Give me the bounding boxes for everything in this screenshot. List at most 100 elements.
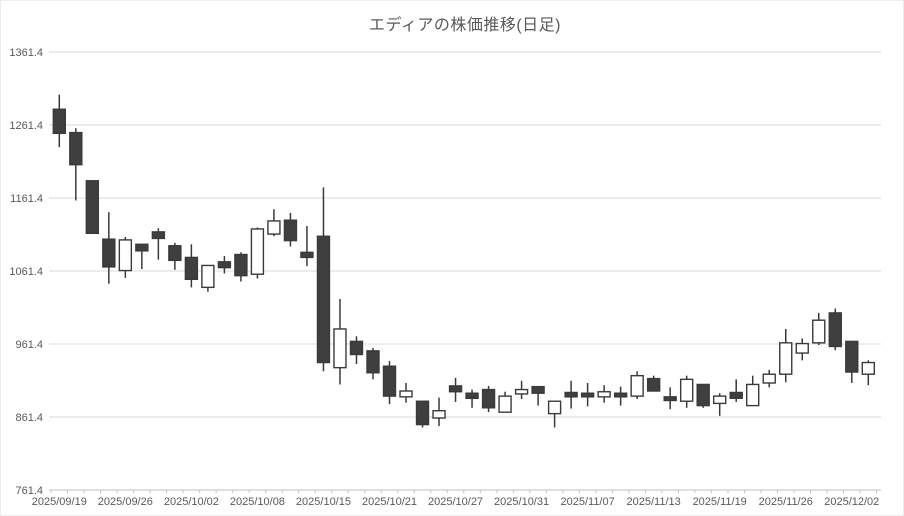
candle: [861, 360, 875, 386]
candle-body-down: [448, 385, 463, 393]
candle-body-down: [135, 243, 149, 252]
candle-body-down: [580, 392, 595, 398]
candle: [366, 347, 380, 380]
candle: [465, 389, 479, 408]
x-axis-label: 2025/11/26: [759, 496, 813, 508]
candle-body-up: [795, 342, 809, 354]
candle: [333, 299, 347, 385]
x-axis-label: 2025/09/19: [32, 496, 87, 508]
candle-body-up: [762, 373, 776, 384]
candle: [69, 128, 83, 201]
candle: [597, 385, 611, 403]
x-axis-label: 2025/10/21: [362, 496, 417, 508]
candle: [795, 338, 809, 361]
candle: [250, 227, 265, 279]
candle: [481, 385, 496, 413]
candle-body-up: [498, 395, 512, 413]
candle-body-down: [217, 261, 232, 269]
candle: [415, 400, 430, 428]
candle-body-up: [267, 220, 281, 235]
candle-body-up: [861, 361, 875, 375]
candle-body-up: [201, 264, 215, 289]
candle: [448, 377, 463, 402]
x-axis-label: 2025/10/02: [164, 496, 219, 508]
y-axis-label: 1261.4: [9, 120, 43, 132]
x-axis-label: 2025/10/15: [296, 496, 351, 508]
candle: [646, 375, 661, 392]
candle-body-down: [300, 251, 314, 259]
candle-body-down: [845, 340, 859, 373]
candle: [201, 264, 215, 292]
candle: [300, 226, 314, 267]
y-axis-label: 761.4: [15, 485, 43, 497]
candle: [696, 383, 710, 408]
x-axis-label: 2025/11/19: [693, 496, 747, 508]
candle-body-up: [399, 390, 413, 398]
candle-body-up: [547, 400, 562, 415]
candle: [498, 391, 512, 413]
candle: [316, 187, 331, 372]
candle: [184, 244, 199, 288]
candle: [663, 387, 677, 410]
candle-body-down: [663, 396, 677, 402]
candle: [432, 397, 446, 427]
candle: [349, 336, 364, 365]
candle-body-down: [481, 388, 496, 409]
candle-body-up: [514, 388, 529, 395]
candle: [514, 380, 529, 400]
y-axis-label: 861.4: [15, 412, 43, 424]
candle: [613, 386, 628, 406]
candle: [118, 236, 133, 278]
candle: [779, 328, 793, 383]
candle: [135, 243, 149, 270]
candle-body-down: [283, 219, 298, 242]
candle: [845, 340, 859, 383]
candle-body-down: [52, 108, 66, 135]
y-axis-label: 1061.4: [9, 266, 43, 278]
candle: [283, 212, 298, 247]
y-axis-label: 1161.4: [10, 193, 43, 205]
candle: [102, 212, 116, 284]
candle: [746, 375, 760, 407]
candle: [52, 94, 66, 148]
candle-body-up: [679, 378, 694, 402]
candle-body-down: [415, 400, 430, 426]
candle-body-up: [597, 391, 611, 398]
candle: [564, 380, 578, 409]
candle: [812, 312, 826, 346]
x-axis-label: 2025/10/08: [230, 496, 285, 508]
candle: [630, 371, 644, 400]
x-axis-label: 2025/09/26: [98, 496, 153, 508]
candle: [713, 393, 727, 416]
y-axis-label: 961.4: [15, 339, 43, 351]
candle: [85, 180, 100, 235]
candle-body-up: [779, 342, 793, 375]
candle-body-down: [234, 253, 248, 277]
candle-body-down: [531, 385, 545, 394]
candle-body-down: [184, 256, 199, 281]
candle-body-down: [646, 377, 661, 392]
candle-body-down: [613, 392, 628, 398]
candle-body-down: [349, 340, 364, 356]
candle-body-down: [69, 131, 83, 166]
candle: [234, 252, 248, 282]
candle-body-down: [316, 235, 331, 364]
candle-body-up: [432, 410, 446, 419]
x-axis-label: 2025/10/27: [428, 496, 483, 508]
candle: [828, 308, 842, 351]
candle-body-down: [828, 312, 842, 348]
candle: [168, 242, 182, 270]
candle-body-down: [366, 350, 380, 374]
y-axis-label: 1361.4: [9, 47, 43, 59]
candle: [399, 382, 413, 403]
candle-body-down: [85, 180, 100, 235]
candle-body-down: [102, 238, 116, 268]
x-axis-label: 2025/10/31: [494, 496, 549, 508]
candle-body-down: [564, 391, 578, 398]
x-axis-label: 2025/11/13: [627, 496, 681, 508]
candle-body-down: [729, 391, 743, 400]
candle: [531, 385, 545, 406]
candle-body-up: [812, 319, 826, 344]
